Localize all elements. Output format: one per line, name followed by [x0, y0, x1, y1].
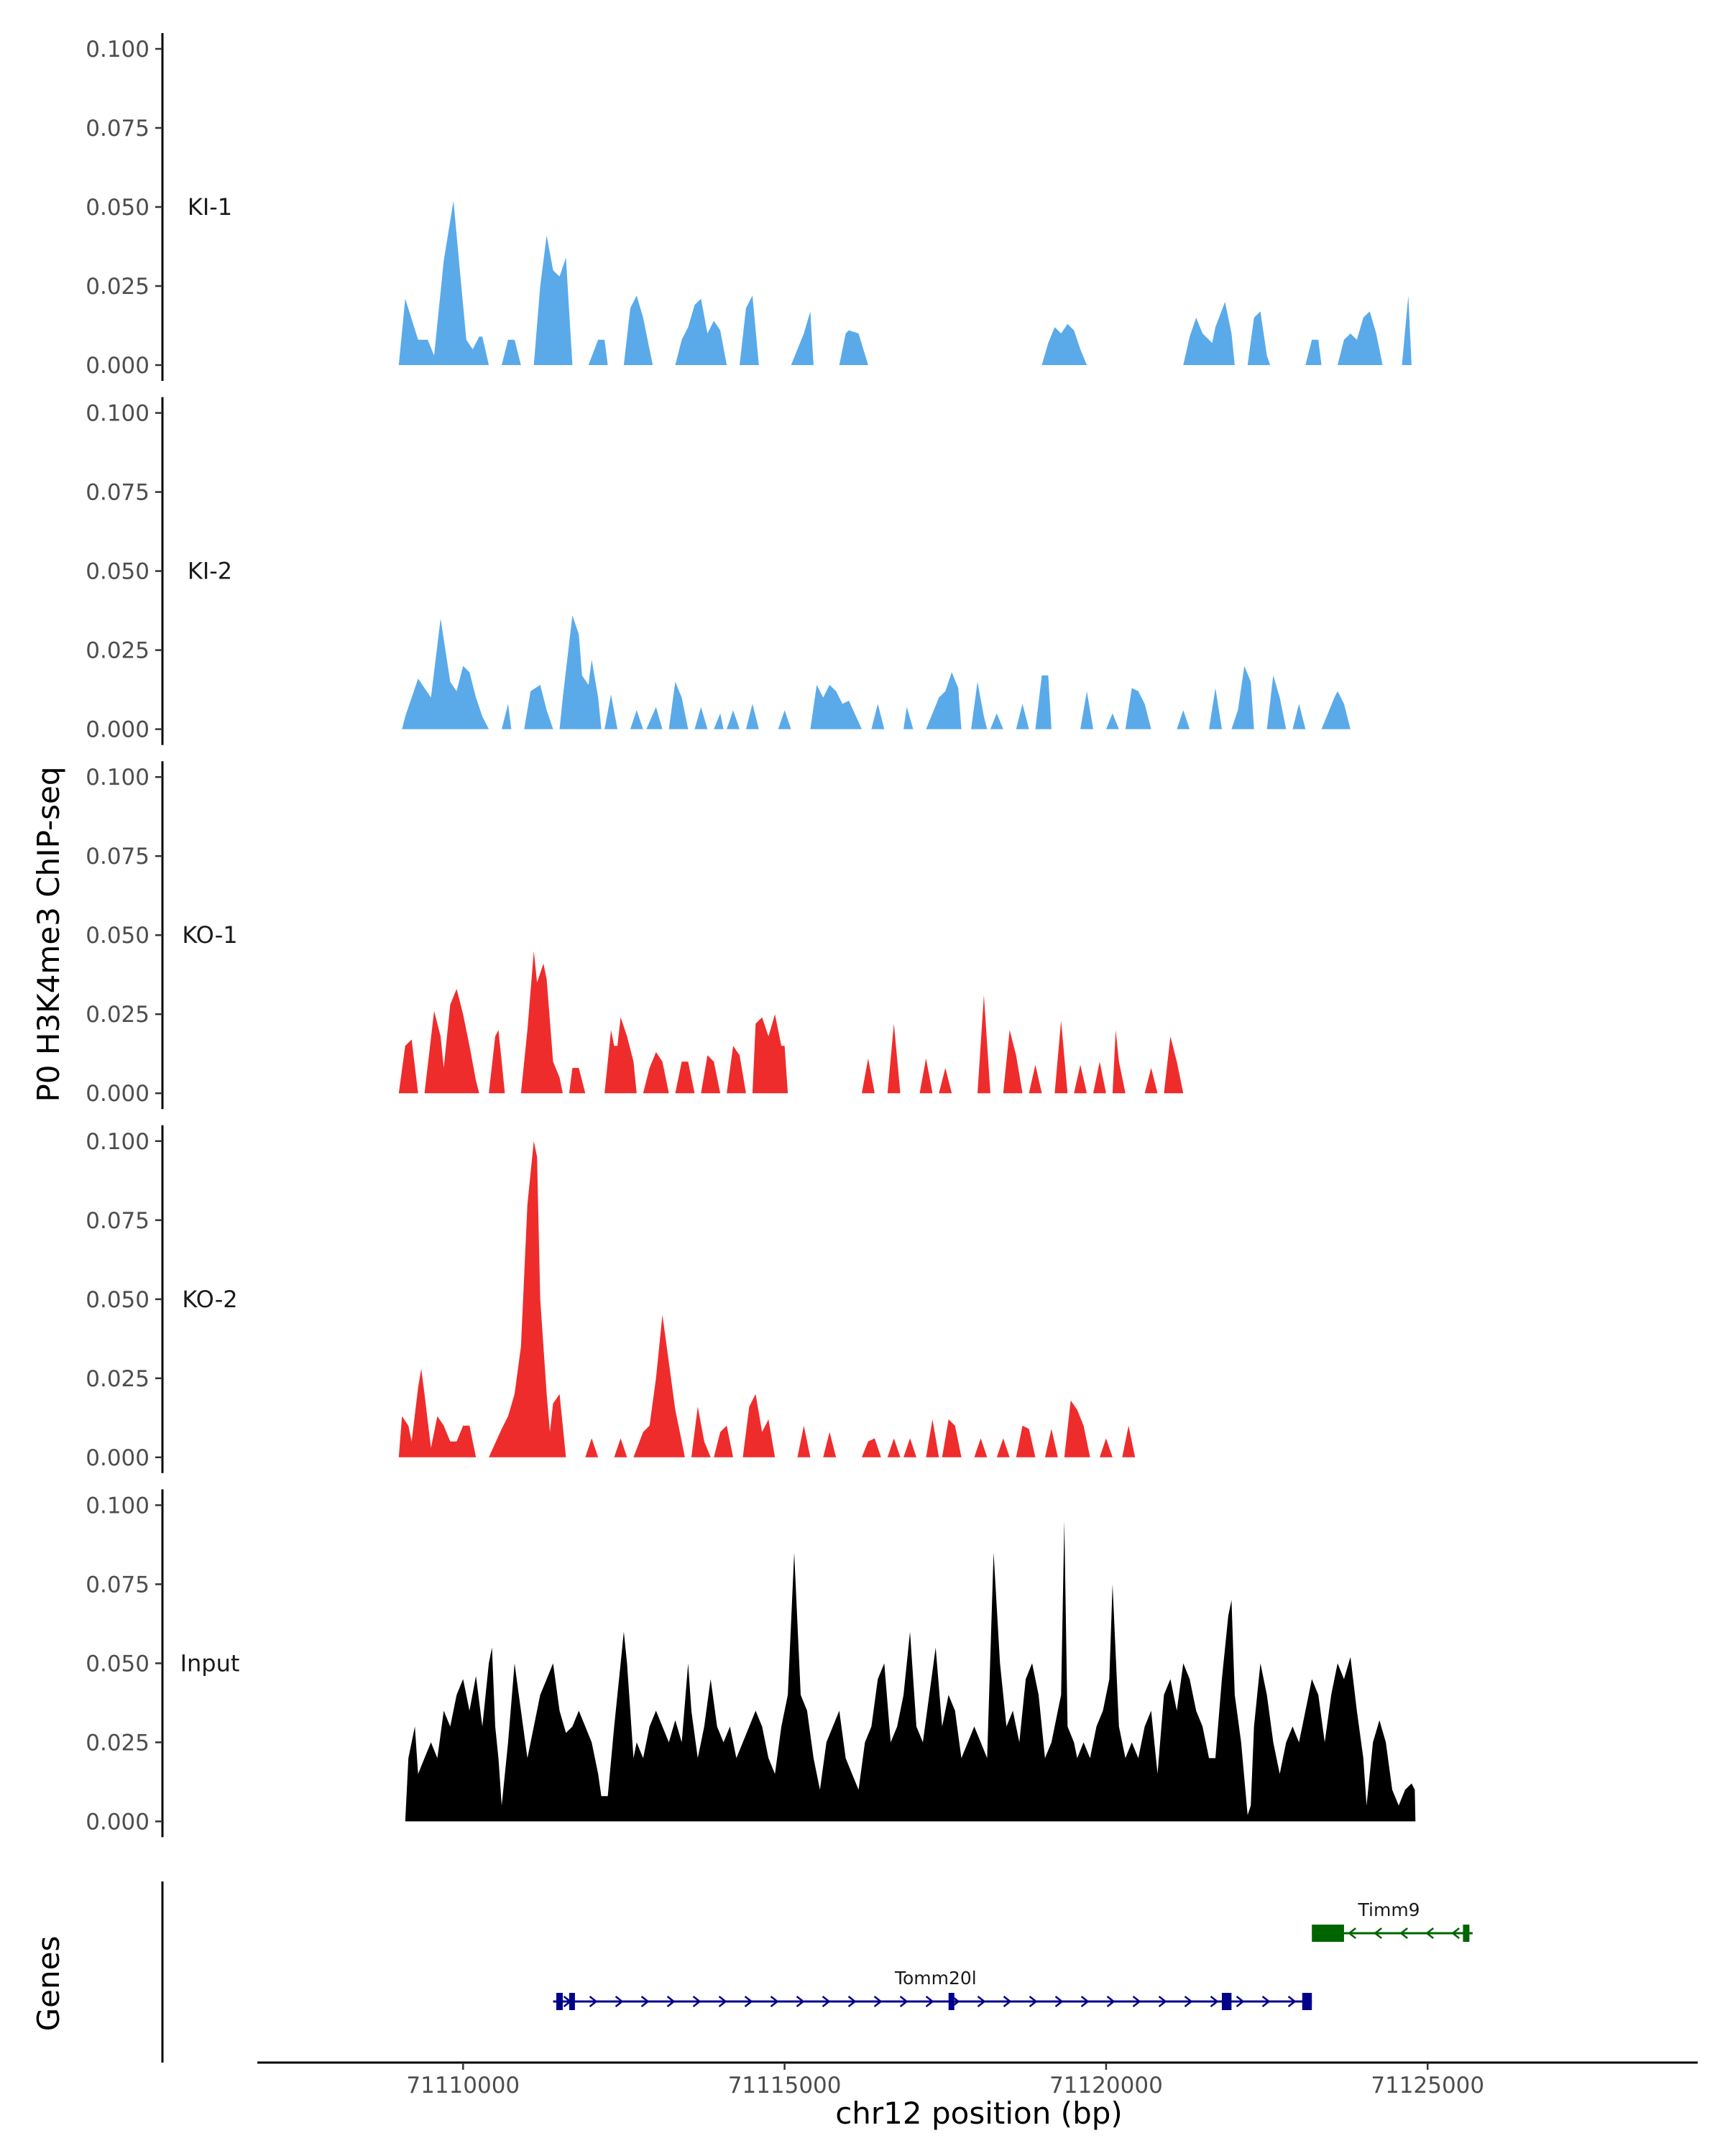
track-label: KI-2 — [188, 558, 232, 585]
x-axis-title: chr12 position (bp) — [835, 2096, 1123, 2131]
strand-arrow — [1106, 1996, 1116, 2007]
y-tick-label: 0.100 — [86, 401, 150, 427]
strand-arrow — [692, 1996, 702, 2007]
exon — [1463, 1925, 1470, 1942]
strand-arrow — [589, 1996, 598, 2007]
strand-arrow — [770, 1996, 779, 2007]
strand-arrow — [1003, 1996, 1012, 2007]
strand-arrow — [666, 1996, 676, 2007]
coverage-area-ki-2 — [402, 615, 1351, 729]
exon — [569, 1993, 575, 2010]
strand-arrow — [615, 1996, 624, 2007]
gene-label: Timm9 — [1358, 1899, 1420, 1920]
strand-arrow — [640, 1996, 650, 2007]
coverage-area-ko-2 — [398, 1141, 1136, 1457]
genes-panel-title: Genes — [31, 1936, 66, 2032]
y-tick-label: 0.050 — [86, 1287, 150, 1313]
y-tick-label: 0.000 — [86, 353, 150, 379]
strand-arrow — [1374, 1927, 1382, 1939]
y-tick-label: 0.100 — [86, 765, 150, 791]
track-input: 0.000 0.025 0.050 0.075 0.100 Input — [86, 1489, 1416, 1838]
strand-arrow — [1054, 1996, 1064, 2007]
x-tick-label: 71125000 — [1371, 2073, 1484, 2099]
strand-arrow — [1210, 1996, 1219, 2007]
strand-arrow — [899, 1996, 908, 2007]
y-tick-label: 0.100 — [86, 1493, 150, 1519]
strand-arrow — [822, 1996, 831, 2007]
exon — [1312, 1925, 1344, 1942]
y-tick-label: 0.075 — [86, 844, 150, 870]
tracks-layer: 0.0000.0250.0500.0750.100KI-10.0000.0250… — [86, 33, 1416, 1838]
strand-arrow — [1399, 1927, 1408, 1939]
y-tick-label: 0.075 — [86, 1572, 150, 1598]
track-label: Input — [180, 1649, 240, 1677]
y-tick-label: 0.075 — [86, 116, 150, 142]
track-ko-1: 0.000 0.025 0.050 0.075 0.100 KO-1 — [86, 761, 1184, 1110]
strand-arrow — [925, 1996, 934, 2007]
strand-arrow — [1451, 1927, 1460, 1939]
track-label: KO-2 — [182, 1286, 237, 1313]
y-tick-label: 0.025 — [86, 1002, 150, 1028]
y-tick-label: 0.100 — [86, 37, 150, 63]
x-tick-label: 71120000 — [1049, 2073, 1163, 2099]
exon — [1221, 1993, 1232, 2010]
y-tick-label: 0.025 — [86, 638, 150, 664]
strand-arrow — [873, 1996, 883, 2007]
y-tick-label: 0.000 — [86, 1445, 150, 1471]
strand-arrow — [718, 1996, 727, 2007]
y-tick-label: 0.050 — [86, 559, 150, 585]
strand-arrow — [977, 1996, 986, 2007]
coverage-area-ki-1 — [398, 201, 1412, 365]
y-tick-label: 0.000 — [86, 717, 150, 743]
y-tick-label: 0.050 — [86, 923, 150, 949]
y-tick-label: 0.025 — [86, 1366, 150, 1392]
exon — [556, 1993, 563, 2010]
track-ko-2: 0.000 0.025 0.050 0.075 0.100 KO-2 — [86, 1125, 1136, 1473]
strand-arrow — [1425, 1927, 1434, 1939]
y-tick-label: 0.025 — [86, 1730, 150, 1756]
coverage-area-input — [405, 1521, 1416, 1822]
y-tick-label: 0.025 — [86, 274, 150, 300]
strand-arrow — [1029, 1996, 1038, 2007]
strand-arrow — [1236, 1996, 1245, 2007]
strand-arrow — [744, 1996, 753, 2007]
y-tick-label: 0.075 — [86, 1208, 150, 1234]
coverage-area-ko-1 — [398, 951, 1184, 1094]
y-tick-label: 0.000 — [86, 1081, 150, 1107]
x-tick-label: 71115000 — [728, 2073, 842, 2099]
strand-arrow — [1261, 1996, 1271, 2007]
track-label: KI-1 — [188, 193, 232, 221]
strand-arrow — [1132, 1996, 1141, 2007]
y-axis-title: P0 H3K4me3 ChIP-seq — [31, 766, 66, 1102]
track-ki-2: 0.000 0.025 0.050 0.075 0.100 KI-2 — [86, 397, 1351, 745]
genes-layer: Timm9 Tomm20l — [161, 1881, 1473, 2063]
strand-arrow — [847, 1996, 857, 2007]
y-tick-label: 0.050 — [86, 195, 150, 221]
strand-arrow — [1080, 1996, 1090, 2007]
track-label: KO-1 — [182, 921, 237, 949]
y-tick-label: 0.100 — [86, 1129, 150, 1155]
x-tick-label: 71110000 — [406, 2073, 520, 2099]
gene-tomm20l: Tomm20l — [553, 1968, 1312, 2010]
gene-label: Tomm20l — [894, 1968, 977, 1989]
strand-arrow — [1158, 1996, 1167, 2007]
track-ki-1: 0.000 0.025 0.050 0.075 0.100 KI-1 — [86, 33, 1412, 381]
y-tick-label: 0.050 — [86, 1651, 150, 1677]
y-tick-label: 0.000 — [86, 1809, 150, 1835]
exon — [1302, 1993, 1312, 2010]
y-tick-label: 0.075 — [86, 480, 150, 506]
exon — [948, 1993, 954, 2010]
strand-arrow — [1184, 1996, 1193, 2007]
x-axis: 71110000 71115000 71120000 71125000 — [257, 2061, 1698, 2099]
strand-arrow — [1348, 1927, 1356, 1939]
strand-arrow — [1287, 1996, 1297, 2007]
strand-arrow — [796, 1996, 805, 2007]
gene-timm9: Timm9 — [1312, 1899, 1473, 1942]
